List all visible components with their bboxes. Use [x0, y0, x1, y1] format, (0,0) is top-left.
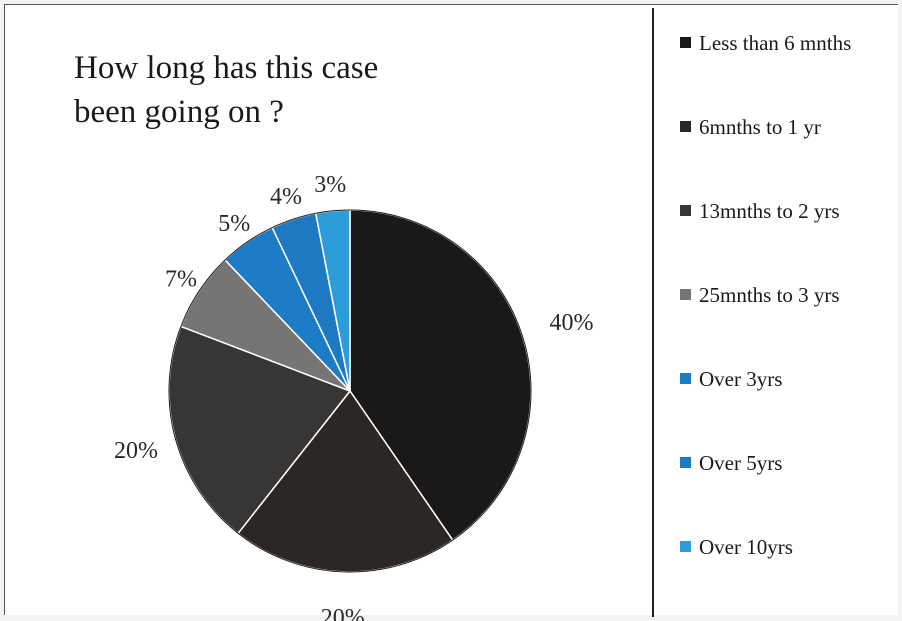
legend-swatch-1 [680, 37, 691, 48]
legend-label-6: Over 5yrs [699, 451, 783, 475]
legend-item-6: Over 5yrs [680, 450, 782, 476]
legend-label-4: 25mnths to 3 yrs [699, 283, 840, 307]
legend-item-1: Less than 6 mnths [680, 30, 851, 56]
legend-item-4: 25mnths to 3 yrs [680, 282, 840, 308]
legend-item-2: 6mnths to 1 yr [680, 114, 821, 140]
chart-title: How long has this case been going on ? [74, 50, 379, 130]
slice-label-4: 7% [165, 267, 197, 293]
slice-label-5: 5% [218, 211, 250, 237]
legend-item-5: Over 3yrs [680, 366, 782, 392]
legend-swatch-7 [680, 541, 691, 552]
legend-label-3: 13mnths to 2 yrs [699, 199, 840, 223]
slice-label-2: 20% [321, 605, 365, 621]
slice-label-7: 3% [314, 172, 346, 198]
legend-item-3: 13mnths to 2 yrs [680, 198, 840, 224]
pie-outline [168, 209, 532, 573]
legend-divider [652, 8, 654, 617]
slice-label-6: 4% [270, 184, 302, 210]
legend-swatch-2 [680, 121, 691, 132]
legend-label-2: 6mnths to 1 yr [699, 115, 821, 139]
legend-swatch-4 [680, 289, 691, 300]
legend-label-1: Less than 6 mnths [699, 31, 852, 55]
legend-swatch-3 [680, 205, 691, 216]
legend-swatch-5 [680, 373, 691, 384]
slice-label-1: 40% [550, 310, 594, 336]
legend-item-7: Over 10yrs [680, 534, 793, 560]
legend-label-7: Over 10yrs [699, 535, 793, 559]
legend-swatch-6 [680, 457, 691, 468]
legend-label-5: Over 3yrs [699, 367, 783, 391]
slice-label-3: 20% [114, 438, 158, 464]
